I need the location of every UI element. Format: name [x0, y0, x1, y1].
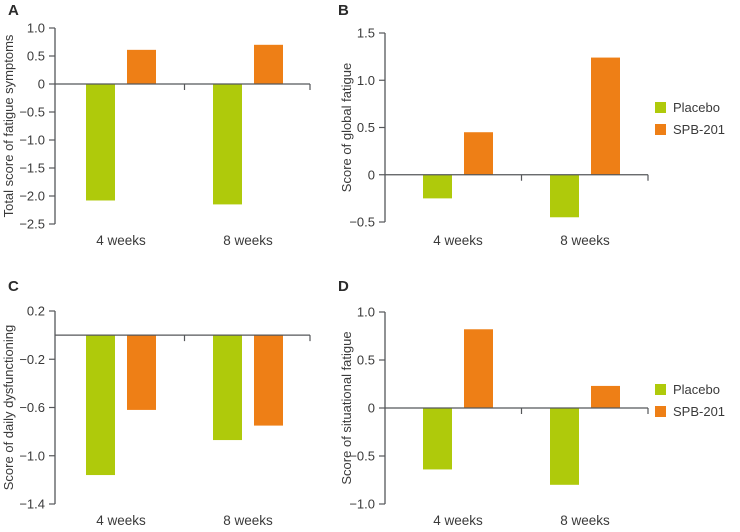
y-tick-label: −0.6: [19, 400, 45, 415]
y-tick-label: −0.5: [349, 449, 375, 464]
bar-spb201-4-weeks: [464, 132, 493, 175]
category-label: 8 weeks: [223, 233, 273, 248]
y-tick-label: 0: [368, 401, 375, 416]
category-label: 4 weeks: [96, 233, 146, 248]
panel-b: B 1.5 1.0 0.5 0 −0.5 4 weeks 8 weeks Score of g…: [330, 0, 660, 266]
y-tick-label: −2.5: [19, 217, 45, 232]
bar-placebo-8-weeks: [213, 84, 242, 205]
y-axis-title: Score of situational fatigue: [339, 331, 354, 484]
legend-spb201-label: SPB-201: [673, 404, 726, 419]
legend-panel-b: Placebo SPB-201: [655, 101, 725, 136]
y-tick-label: −0.5: [19, 105, 45, 120]
bar-spb201-8-weeks: [591, 57, 620, 175]
y-axis-title: Score of global fatigue: [339, 63, 354, 192]
bar-placebo-8-weeks: [550, 174, 579, 218]
y-axis-title: Score of daily dysfunctioning: [1, 325, 16, 490]
bar-placebo-8-weeks: [213, 335, 242, 441]
spb201-swatch-icon: [655, 124, 666, 135]
y-tick-label: −1.4: [19, 497, 45, 512]
bar-placebo-4-weeks: [86, 335, 115, 476]
y-tick-label: −0.2: [19, 352, 45, 367]
y-tick-label: 1.0: [357, 305, 375, 320]
spb201-swatch-icon: [655, 406, 666, 417]
legend-item-placebo: Placebo: [655, 101, 725, 114]
placebo-swatch-icon: [655, 102, 666, 113]
category-label: 8 weeks: [560, 233, 610, 248]
legend-placebo-label: Placebo: [673, 382, 720, 397]
panel-a-chart: 1.0 0.5 0 −0.5 −1.0 −1.5 −2.0 −2.5 4 weeks 8 week…: [1, 21, 311, 248]
y-tick-label: 1.5: [357, 26, 375, 41]
category-label: 4 weeks: [433, 233, 483, 248]
y-tick-label: −2.0: [19, 189, 45, 204]
legend-panel-d: Placebo SPB-201: [655, 383, 725, 418]
legend-item-spb201: SPB-201: [655, 123, 725, 136]
panel-c-letter: C: [8, 278, 20, 295]
panel-d-chart: 1.0 0.5 0 −0.5 −1.0 4 weeks 8 weeks Score of si…: [339, 305, 649, 528]
y-tick-label: 0.5: [357, 120, 375, 135]
y-axis-title: Total score of fatigue symptoms: [1, 34, 16, 217]
legend-item-placebo: Placebo: [655, 383, 725, 396]
category-label: 8 weeks: [223, 513, 273, 528]
bar-placebo-8-weeks: [550, 408, 579, 485]
bar-spb201-8-weeks: [254, 335, 283, 426]
bar-placebo-4-weeks: [423, 174, 452, 199]
panel-c-chart: 0.2 −0.2 −0.6 −1.0 −1.4 4 weeks 8 weeks Score o…: [1, 304, 311, 528]
bar-spb201-4-weeks: [127, 335, 156, 410]
y-tick-label: −0.5: [349, 215, 375, 230]
bar-spb201-8-weeks: [254, 44, 283, 84]
y-tick-label: 0.2: [27, 304, 45, 319]
y-tick-label: 0.5: [27, 49, 45, 64]
bar-spb201-8-weeks: [591, 385, 620, 408]
legend-spb201-label: SPB-201: [673, 122, 726, 137]
panel-b-chart: 1.5 1.0 0.5 0 −0.5 4 weeks 8 weeks Score of glo…: [339, 26, 649, 248]
y-tick-label: −1.0: [349, 497, 375, 512]
panel-b-letter: B: [338, 2, 350, 19]
legend-placebo-label: Placebo: [673, 100, 720, 115]
category-label: 4 weeks: [96, 513, 146, 528]
y-tick-label: 0.5: [357, 353, 375, 368]
bar-placebo-4-weeks: [423, 408, 452, 470]
category-label: 8 weeks: [560, 513, 610, 528]
bar-spb201-4-weeks: [464, 329, 493, 408]
panel-c: C 0.2 −0.2 −0.6 −1.0 −1.4 4 weeks 8 weeks Score…: [0, 266, 330, 532]
y-tick-label: −1.0: [19, 133, 45, 148]
category-label: 4 weeks: [433, 513, 483, 528]
y-tick-label: 1.0: [27, 21, 45, 36]
y-tick-label: −1.0: [19, 448, 45, 463]
y-tick-label: −1.5: [19, 161, 45, 176]
panel-d: D 1.0 0.5 0 −0.5 −1.0 4 weeks 8 weeks Score of …: [330, 266, 660, 532]
panel-a: A 1.0 0.5 0 −0.5 −1.0 −1.5 −2.0 −2.5 4 weeks 8 we…: [0, 0, 330, 266]
legend-item-spb201: SPB-201: [655, 405, 725, 418]
y-tick-label: 0: [38, 77, 45, 92]
y-tick-label: 1.0: [357, 73, 375, 88]
placebo-swatch-icon: [655, 384, 666, 395]
panel-a-letter: A: [8, 2, 20, 19]
bar-spb201-4-weeks: [127, 49, 156, 84]
y-tick-label: 0: [368, 167, 375, 182]
bar-placebo-4-weeks: [86, 84, 115, 201]
panel-d-letter: D: [338, 278, 350, 295]
